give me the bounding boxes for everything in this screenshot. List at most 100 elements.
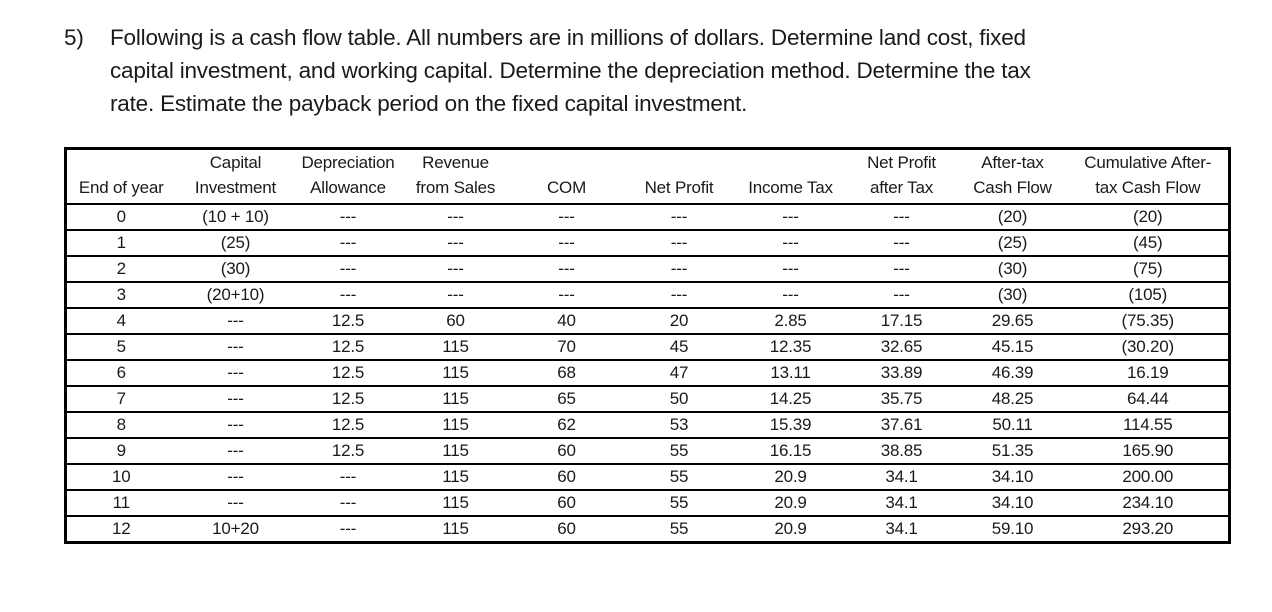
column-header: Cumulative After-tax Cash Flow bbox=[1067, 148, 1230, 205]
table-cell: 12.5 bbox=[331, 415, 365, 434]
table-row: 6 --- 12.5 115 68 47 13.11 33.89 46.39 16.19 bbox=[65, 360, 1230, 386]
table-cell: (105) bbox=[1128, 285, 1168, 304]
table-cell: 45.15 bbox=[991, 337, 1034, 356]
table-cell: 234.10 bbox=[1122, 493, 1174, 512]
table-cell: 51.35 bbox=[991, 441, 1034, 460]
table-cell: 16.19 bbox=[1126, 363, 1169, 382]
table-cell: 12.5 bbox=[331, 311, 365, 330]
table-cell: 34.10 bbox=[991, 493, 1034, 512]
table-cell: 20.9 bbox=[774, 519, 807, 538]
table-cell: --- bbox=[227, 467, 244, 486]
table-cell: 34.10 bbox=[991, 467, 1034, 486]
column-header-line: Cumulative After- bbox=[1084, 153, 1212, 172]
table-cell: --- bbox=[339, 207, 357, 226]
table-cell: 115 bbox=[442, 493, 469, 512]
table-cell: --- bbox=[558, 259, 575, 278]
table-cell: 12.5 bbox=[331, 441, 365, 460]
table-cell: 2 bbox=[116, 259, 126, 278]
column-header: After-tax Cash Flow bbox=[957, 148, 1068, 205]
column-header: End of year bbox=[65, 148, 176, 205]
table-cell: 32.65 bbox=[880, 337, 923, 356]
table-cell: 165.90 bbox=[1122, 441, 1174, 460]
column-header-line: COM bbox=[546, 178, 587, 197]
table-cell: 115 bbox=[442, 337, 469, 356]
table-cell: 10 bbox=[111, 467, 131, 486]
table-cell: 15.39 bbox=[769, 415, 812, 434]
table-row: 2 (30) --- --- --- --- --- --- (30) (75) bbox=[65, 256, 1230, 282]
table-row: 3 (20+10) --- --- --- --- --- --- (30) (105) bbox=[65, 282, 1230, 308]
column-header-line: Investment bbox=[194, 178, 277, 197]
table-cell: 60 bbox=[557, 493, 576, 512]
table-cell: 115 bbox=[442, 519, 469, 538]
table-cell: (75.35) bbox=[1121, 311, 1175, 330]
table-cell: 16.15 bbox=[769, 441, 812, 460]
table-cell: 53 bbox=[669, 415, 689, 434]
table-cell: --- bbox=[227, 363, 244, 382]
table-cell: 5 bbox=[116, 337, 126, 356]
table-cell: --- bbox=[227, 415, 244, 434]
table-cell: --- bbox=[558, 285, 575, 304]
table-cell: 35.75 bbox=[880, 389, 923, 408]
table-row: 12 10+20 --- 115 60 55 20.9 34.1 59.10 293.20 bbox=[66, 516, 1230, 543]
table-cell: 20.9 bbox=[774, 493, 807, 512]
column-header-line: Depreciation bbox=[301, 153, 395, 172]
table-row: 7 --- 12.5 115 65 50 14.25 35.75 48.25 64.44 bbox=[65, 386, 1230, 412]
problem-text-line: rate. Estimate the payback period on the… bbox=[110, 91, 748, 116]
table-cell: --- bbox=[893, 207, 910, 226]
table-header-row: End of year Capital Investment Depreciation… bbox=[65, 148, 1230, 205]
table-body: 0 (10 + 10) --- --- --- --- --- --- (20) (20) 1 (25… bbox=[65, 204, 1230, 543]
table-cell: --- bbox=[339, 259, 357, 278]
table-cell: (30) bbox=[997, 285, 1028, 304]
table-cell: --- bbox=[893, 259, 910, 278]
table-cell: 115 bbox=[442, 467, 469, 486]
column-header: Net Profit bbox=[622, 148, 736, 205]
table-cell: 14.25 bbox=[769, 389, 812, 408]
table-cell: --- bbox=[447, 207, 464, 226]
table-cell: --- bbox=[893, 233, 910, 252]
table-cell: --- bbox=[447, 259, 464, 278]
table-row: 1 (25) --- --- --- --- --- --- (25) (45) bbox=[65, 230, 1230, 256]
column-header-line: End of year bbox=[78, 178, 164, 197]
table-cell: 12.5 bbox=[331, 389, 365, 408]
column-header-line: Allowance bbox=[310, 178, 386, 197]
table-cell: --- bbox=[782, 285, 799, 304]
table-cell: 37.61 bbox=[880, 415, 923, 434]
table-row: 10 --- --- 115 60 55 20.9 34.1 34.10 200.00 bbox=[65, 464, 1230, 490]
table-cell: 0 bbox=[116, 207, 126, 226]
table-cell: 50 bbox=[669, 389, 689, 408]
table-cell: 40 bbox=[557, 311, 576, 330]
table-cell: 34.1 bbox=[885, 493, 918, 512]
table-cell: 64.44 bbox=[1126, 389, 1169, 408]
column-header-line: Net Profit bbox=[867, 153, 936, 172]
table-cell: 55 bbox=[669, 467, 689, 486]
table-cell: 62 bbox=[557, 415, 576, 434]
table-cell: 10+20 bbox=[212, 519, 259, 538]
table-cell: --- bbox=[893, 285, 910, 304]
table-cell: 115 bbox=[442, 363, 469, 382]
table-cell: 55 bbox=[669, 519, 689, 538]
table-cell: 12.5 bbox=[331, 337, 365, 356]
table-cell: 55 bbox=[669, 493, 689, 512]
table-cell: --- bbox=[339, 467, 357, 486]
problem-number: 5) bbox=[64, 25, 84, 50]
table-row: 8 --- 12.5 115 62 53 15.39 37.61 50.11 114.55 bbox=[65, 412, 1230, 438]
table-row: 4 --- 12.5 60 40 20 2.85 17.15 29.65 (75.35) bbox=[65, 308, 1230, 334]
table-cell: (10 + 10) bbox=[202, 207, 269, 226]
problem-statement: 5) Following is a cash flow table. All n… bbox=[64, 21, 1031, 120]
table-cell: (30.20) bbox=[1121, 337, 1175, 356]
table-cell: 60 bbox=[557, 467, 576, 486]
table-cell: 8 bbox=[116, 415, 126, 434]
table-cell: 2.85 bbox=[774, 311, 807, 330]
table-cell: 114.55 bbox=[1122, 415, 1173, 434]
table-cell: (30) bbox=[220, 259, 251, 278]
table-cell: --- bbox=[558, 233, 575, 252]
table-cell: --- bbox=[339, 493, 357, 512]
column-header: Revenue from Sales bbox=[400, 148, 511, 205]
table-row: 9 --- 12.5 115 60 55 16.15 38.85 51.35 165.90 bbox=[65, 438, 1230, 464]
table-cell: 60 bbox=[557, 441, 576, 460]
table-cell: --- bbox=[227, 311, 244, 330]
column-header-line: tax Cash Flow bbox=[1095, 178, 1201, 197]
table-cell: (25) bbox=[997, 233, 1028, 252]
table-cell: 12 bbox=[111, 519, 131, 538]
